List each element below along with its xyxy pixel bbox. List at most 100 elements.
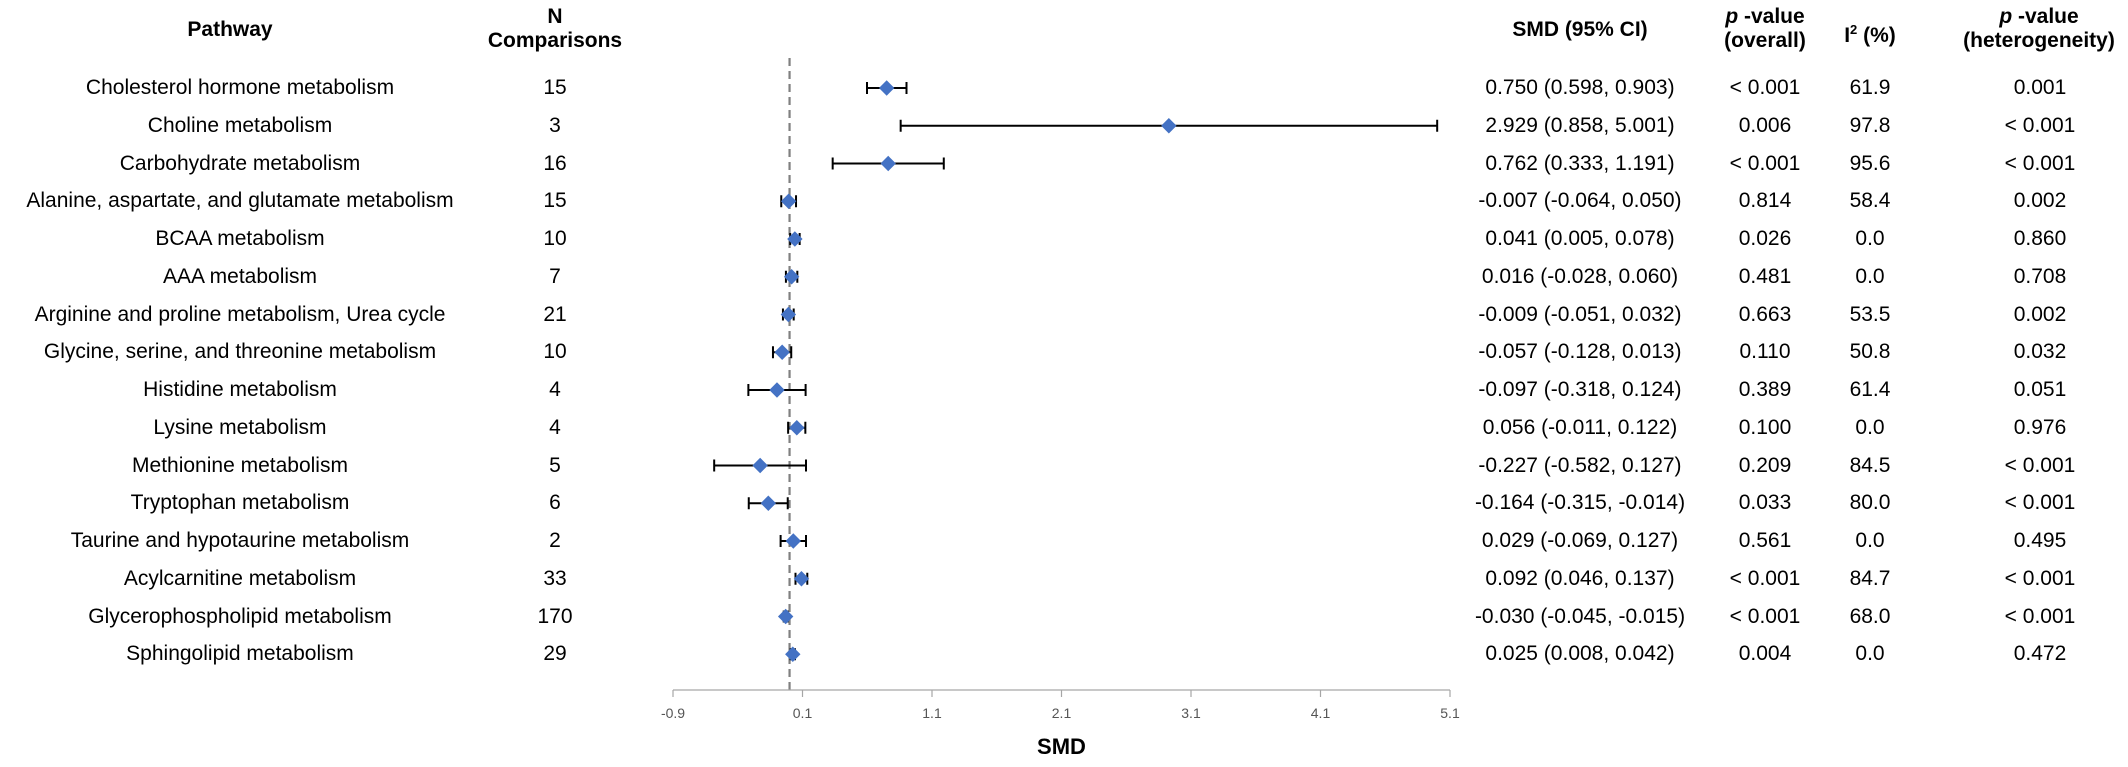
row-n: 15 xyxy=(543,76,567,99)
x-tick-label: 4.1 xyxy=(1311,705,1331,721)
row-smd: -0.227 (-0.582, 0.127) xyxy=(1478,453,1682,477)
point-estimate-marker xyxy=(752,457,768,474)
row-pathway: Glycerophospholipid metabolism xyxy=(88,604,392,628)
row-pathway: Choline metabolism xyxy=(147,113,333,137)
point-estimate-marker xyxy=(878,80,895,96)
row-smd: 0.056 (-0.011, 0.122) xyxy=(1482,415,1678,439)
row-pathway: Histidine metabolism xyxy=(143,378,337,401)
row-n: 4 xyxy=(549,378,561,401)
row-p-overall: < 0.001 xyxy=(1729,604,1801,628)
row-pathway: Sphingolipid metabolism xyxy=(126,642,354,666)
row-i2: 97.8 xyxy=(1849,113,1891,137)
row-p-het: < 0.001 xyxy=(2004,151,2076,175)
row-i2: 84.5 xyxy=(1849,453,1891,477)
header-p-overall: p -value (overall) xyxy=(1700,5,1830,53)
row-p-het: < 0.001 xyxy=(2004,604,2076,628)
header-p-heterogeneity: p -value (heterogeneity) xyxy=(1950,5,2128,53)
header-pathway: Pathway xyxy=(187,18,273,41)
header-p-overall-line2: (overall) xyxy=(1724,29,1806,52)
row-n: 2 xyxy=(549,529,561,552)
point-estimate-marker xyxy=(760,495,777,511)
row-p-het: 0.708 xyxy=(2013,264,2067,288)
row-p-het: 0.860 xyxy=(2013,227,2067,250)
row-pathway: Arginine and proline metabolism, Urea cy… xyxy=(34,302,446,326)
row-smd: -0.007 (-0.064, 0.050) xyxy=(1478,189,1682,213)
row-i2: 68.0 xyxy=(1849,604,1891,628)
header-p-het-rest: -value xyxy=(2012,5,2079,28)
row-pathway: Carbohydrate metabolism xyxy=(119,151,361,175)
row-p-overall: < 0.001 xyxy=(1729,76,1801,99)
row-p-het: < 0.001 xyxy=(2004,491,2076,515)
row-pathway: Alanine, aspartate, and glutamate metabo… xyxy=(26,189,454,213)
header-p-het-line1: p -value xyxy=(1950,5,2128,29)
row-i2: 0.0 xyxy=(1855,264,1885,288)
point-estimate-marker xyxy=(787,231,803,247)
x-tick-label: -0.9 xyxy=(661,705,685,721)
point-estimate-marker xyxy=(1161,118,1177,134)
header-p-overall-p: p xyxy=(1725,5,1739,28)
point-estimate-marker xyxy=(780,193,797,209)
row-i2: 58.4 xyxy=(1849,189,1891,213)
row-i2: 95.6 xyxy=(1849,151,1891,175)
row-p-het: 0.495 xyxy=(2013,529,2067,552)
point-estimate-marker xyxy=(789,420,805,436)
row-pathway: Cholesterol hormone metabolism xyxy=(85,76,395,99)
point-estimate-marker xyxy=(783,269,800,285)
row-p-overall: 0.561 xyxy=(1738,529,1792,552)
row-p-overall: 0.110 xyxy=(1739,340,1791,364)
row-p-overall: 0.481 xyxy=(1738,264,1792,288)
point-estimate-marker xyxy=(777,608,794,625)
row-smd: -0.164 (-0.315, -0.014) xyxy=(1474,491,1686,515)
x-tick-label: 2.1 xyxy=(1052,705,1072,721)
row-n: 6 xyxy=(549,491,561,515)
point-estimate-marker xyxy=(880,155,896,172)
row-n: 15 xyxy=(543,189,567,213)
header-smd-ci: SMD (95% CI) xyxy=(1512,18,1648,41)
header-n-line1: N xyxy=(547,5,563,28)
row-pathway: AAA metabolism xyxy=(162,264,318,288)
row-pathway: Taurine and hypotaurine metabolism xyxy=(70,529,410,552)
row-p-het: 0.051 xyxy=(2013,378,2067,401)
row-smd: 2.929 (0.858, 5.001) xyxy=(1485,113,1675,137)
row-p-het: 0.002 xyxy=(2013,189,2067,213)
row-n: 10 xyxy=(543,227,567,250)
row-smd: 0.092 (0.046, 0.137) xyxy=(1485,566,1675,590)
row-pathway: BCAA metabolism xyxy=(155,227,325,250)
row-smd: -0.009 (-0.051, 0.032) xyxy=(1478,302,1682,326)
row-smd: -0.097 (-0.318, 0.124) xyxy=(1478,378,1682,401)
row-pathway: Lysine metabolism xyxy=(153,415,327,439)
row-i2: 61.9 xyxy=(1849,76,1891,99)
point-estimate-marker xyxy=(785,533,802,549)
row-smd: -0.057 (-0.128, 0.013) xyxy=(1478,340,1682,364)
header-i2-sup: 2 xyxy=(1850,22,1858,37)
x-tick-label: 1.1 xyxy=(922,705,942,721)
row-p-het: < 0.001 xyxy=(2004,113,2076,137)
header-n-line2: Comparisons xyxy=(487,29,623,52)
header-n-comparisons: N Comparisons xyxy=(480,5,630,53)
row-n: 16 xyxy=(543,151,567,175)
row-pathway: Glycine, serine, and threonine metabolis… xyxy=(43,340,437,364)
header-p-overall-rest: -value xyxy=(1738,5,1805,28)
row-i2: 84.7 xyxy=(1849,566,1891,590)
row-p-overall: 0.004 xyxy=(1738,642,1792,666)
row-pathway: Tryptophan metabolism xyxy=(130,491,350,515)
row-p-het: 0.032 xyxy=(2013,340,2067,364)
row-p-overall: 0.663 xyxy=(1738,302,1792,326)
row-n: 170 xyxy=(537,604,573,628)
row-smd: 0.016 (-0.028, 0.060) xyxy=(1481,264,1679,288)
row-i2: 53.5 xyxy=(1849,302,1891,326)
row-i2: 61.4 xyxy=(1849,378,1891,401)
header-p-het-line2: (heterogeneity) xyxy=(1963,29,2115,52)
row-i2: 0.0 xyxy=(1855,227,1885,250)
row-p-overall: 0.209 xyxy=(1738,453,1792,477)
row-p-overall: 0.389 xyxy=(1738,378,1792,401)
header-i2-rest: (%) xyxy=(1857,24,1896,47)
header-i2: I2 (%) xyxy=(1830,18,1910,48)
header-p-het-p: p xyxy=(1999,5,2013,28)
row-pathway: Methionine metabolism xyxy=(132,453,348,477)
row-p-overall: 0.006 xyxy=(1738,113,1792,137)
row-p-overall: 0.814 xyxy=(1738,189,1792,213)
row-p-overall: 0.026 xyxy=(1738,227,1792,250)
row-p-overall: 0.033 xyxy=(1738,491,1792,515)
